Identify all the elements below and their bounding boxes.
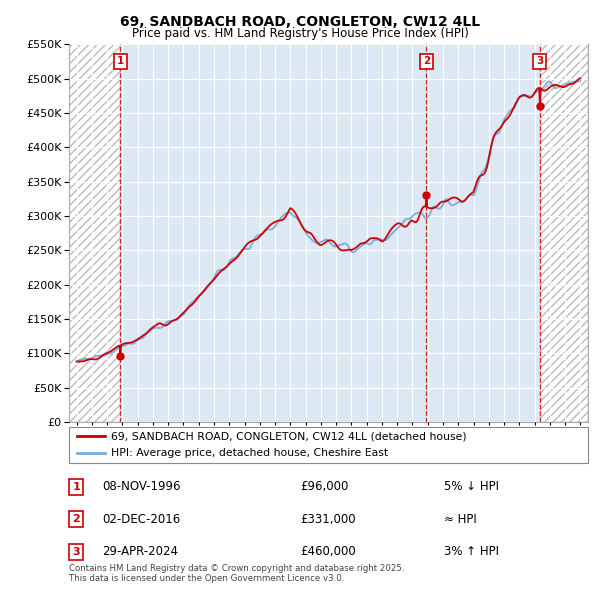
Bar — [539, 44, 588, 422]
Text: 3: 3 — [73, 547, 80, 556]
Text: 2: 2 — [73, 514, 80, 524]
Text: 08-NOV-1996: 08-NOV-1996 — [102, 480, 181, 493]
Text: 1: 1 — [73, 482, 80, 491]
Text: £460,000: £460,000 — [300, 545, 356, 558]
Text: 5% ↓ HPI: 5% ↓ HPI — [444, 480, 499, 493]
Text: £331,000: £331,000 — [300, 513, 356, 526]
Text: HPI: Average price, detached house, Cheshire East: HPI: Average price, detached house, Ches… — [110, 448, 388, 458]
Text: 1: 1 — [116, 56, 124, 66]
Text: 3% ↑ HPI: 3% ↑ HPI — [444, 545, 499, 558]
Text: 29-APR-2024: 29-APR-2024 — [102, 545, 178, 558]
Text: 69, SANDBACH ROAD, CONGLETON, CW12 4LL: 69, SANDBACH ROAD, CONGLETON, CW12 4LL — [120, 15, 480, 29]
Text: £96,000: £96,000 — [300, 480, 349, 493]
Text: 69, SANDBACH ROAD, CONGLETON, CW12 4LL (detached house): 69, SANDBACH ROAD, CONGLETON, CW12 4LL (… — [110, 431, 466, 441]
Text: 02-DEC-2016: 02-DEC-2016 — [102, 513, 180, 526]
Text: Contains HM Land Registry data © Crown copyright and database right 2025.
This d: Contains HM Land Registry data © Crown c… — [69, 563, 404, 583]
Text: 3: 3 — [536, 56, 543, 66]
Bar — [69, 44, 120, 422]
Text: 2: 2 — [423, 56, 430, 66]
Text: ≈ HPI: ≈ HPI — [444, 513, 477, 526]
Text: Price paid vs. HM Land Registry's House Price Index (HPI): Price paid vs. HM Land Registry's House … — [131, 27, 469, 40]
FancyBboxPatch shape — [69, 427, 588, 463]
